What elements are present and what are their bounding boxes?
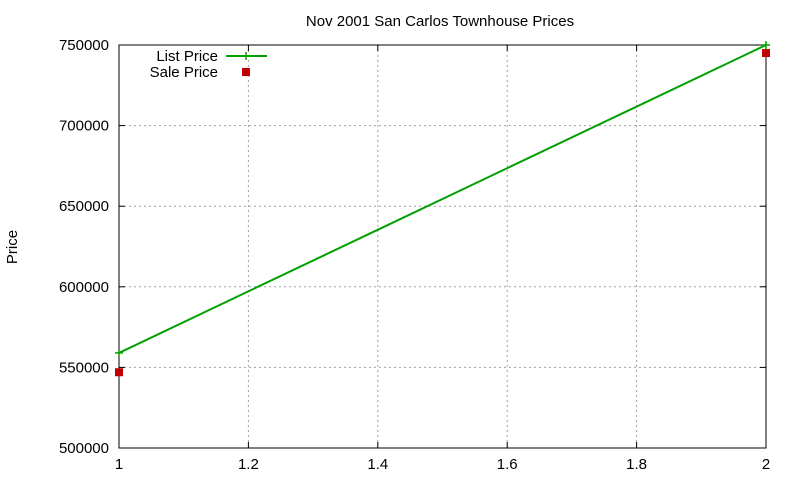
chart-title: Nov 2001 San Carlos Townhouse Prices — [306, 13, 574, 30]
y-tick-label: 550000 — [59, 359, 109, 376]
y-axis-label: Price — [4, 230, 21, 264]
sale-price-point — [762, 49, 770, 58]
x-tick-label: 1.4 — [367, 456, 388, 473]
grid — [119, 45, 766, 448]
sale-price-point — [115, 368, 123, 377]
y-tick-label: 700000 — [59, 118, 109, 135]
x-tick-label: 1.6 — [497, 456, 518, 473]
y-tick-label: 650000 — [59, 198, 109, 215]
legend-swatch-cross — [242, 52, 250, 60]
series — [115, 41, 770, 377]
x-tick-label: 2 — [762, 456, 770, 473]
list-price-point — [762, 41, 770, 49]
list-price-point — [115, 348, 123, 357]
y-tick-label: 500000 — [59, 440, 109, 457]
x-tick-label: 1.2 — [238, 456, 259, 473]
legend-swatch-square — [242, 68, 250, 76]
legend-label: List Price — [156, 48, 218, 65]
legend-label: Sale Price — [150, 64, 218, 81]
x-tick-label: 1 — [115, 456, 123, 473]
x-tick-label: 1.8 — [626, 456, 647, 473]
y-tick-label: 750000 — [59, 37, 109, 54]
y-tick-label: 600000 — [59, 279, 109, 296]
list-price-line — [118, 44, 767, 354]
plot-frame — [118, 44, 767, 449]
axis-ticks: 1 1.2 1.4 1.6 1.8 2 500000 550000 600000 650000 70… — [59, 37, 770, 473]
